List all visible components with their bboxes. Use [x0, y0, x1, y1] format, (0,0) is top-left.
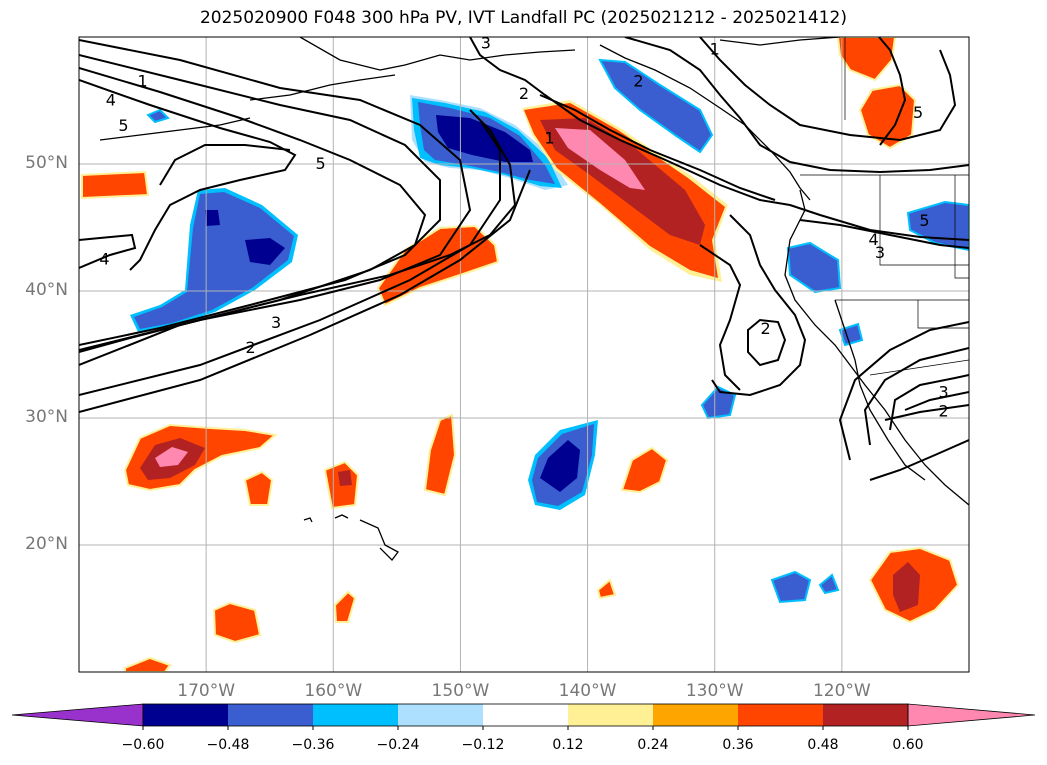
anomaly-interior-negative [906, 200, 969, 252]
contour-label: 4 [106, 91, 116, 110]
colorbar-bin [823, 704, 908, 726]
contour-label: 1 [137, 71, 147, 90]
colorbar-tick-label: 0.24 [637, 737, 669, 753]
colorbar-tick-label: 0.12 [552, 737, 584, 753]
anomaly-small-negative [146, 108, 170, 124]
borders [800, 37, 969, 376]
colorbar-bin [568, 704, 653, 726]
contour-label: 2 [246, 338, 256, 357]
anomaly-positive-a [243, 470, 274, 506]
anomaly-canada-positive-a [836, 37, 897, 82]
contour-label: 5 [118, 116, 128, 135]
anomaly-dateline-positive [123, 423, 278, 492]
anomaly-positive-f [333, 590, 357, 623]
lat-label: 50°N [25, 153, 68, 173]
colorbar-over-arrow [907, 703, 1036, 727]
colorbar-bin [313, 704, 398, 726]
contour-label: 3 [481, 33, 491, 52]
contour-label: 1 [710, 40, 720, 59]
colorbar-bin [228, 704, 313, 726]
anomaly-west-pacific-negative [130, 188, 298, 332]
colorbar-tick-label: −0.36 [291, 737, 335, 753]
anomaly-positive-e [212, 601, 262, 644]
contour-label: 4 [99, 249, 109, 268]
colorbar-tick-label: −0.24 [376, 737, 420, 753]
lon-label: 120°W [812, 681, 871, 701]
anomaly-subtropical-negative [528, 420, 598, 510]
contour-label: 5 [919, 211, 929, 230]
colorbar-tick-label: 0.60 [892, 737, 924, 753]
contour-label: 1 [544, 129, 554, 148]
lat-label: 20°N [25, 534, 68, 554]
anomaly-california-negative [786, 241, 842, 294]
coastlines [99, 37, 969, 561]
anomaly-alaska-panhandle-negative [598, 58, 714, 154]
contour-label: 3 [271, 313, 281, 332]
colorbar-frame [142, 703, 909, 727]
colorbar-bin [738, 704, 823, 726]
colorbar-bin [653, 704, 738, 726]
contour-label: 5 [913, 103, 923, 122]
lon-label: 150°W [431, 681, 490, 701]
colorbar [11, 703, 1036, 730]
anomaly-baja-negative [838, 322, 864, 347]
lat-label: 40°N [25, 280, 68, 300]
anomaly-central-pacific-positive [376, 224, 500, 307]
colorbar-tick-label: −0.48 [206, 737, 250, 753]
anomaly-south-negative-b [818, 573, 840, 595]
colorbar-tick-label: 0.48 [807, 737, 839, 753]
contour-label: 2 [938, 402, 948, 421]
colorbar-tick-label: −0.12 [461, 737, 505, 753]
contour-label: 2 [519, 84, 529, 103]
lon-label: 160°W [304, 681, 363, 701]
colorbar-tick-label: 0.36 [722, 737, 754, 753]
map-title: 2025020900 F048 300 hPa PV, IVT Landfall… [199, 8, 847, 28]
lon-label: 130°W [685, 681, 744, 701]
map-frame [78, 36, 970, 673]
colorbar-bin [398, 704, 483, 726]
contour-label: 2 [633, 71, 643, 90]
colorbar-bin [483, 704, 568, 726]
anomaly-positive-h [596, 578, 617, 600]
colorbar-tick-label: −0.60 [121, 737, 165, 753]
anomaly-positive-d [620, 446, 669, 494]
contour-label: 5 [315, 154, 325, 173]
contour-label: 3 [875, 243, 885, 262]
contours [79, 37, 969, 481]
anomaly-mexico-positive [868, 546, 960, 624]
colorbar-under-arrow [11, 703, 144, 727]
contour-label: 4 [869, 230, 879, 249]
contour-label: 3 [938, 383, 948, 402]
colorbar-bin [143, 704, 228, 726]
anomaly-positive-c [423, 413, 457, 497]
anomaly-positive-b-core [338, 470, 352, 486]
lon-label: 170°W [177, 681, 236, 701]
lat-label: 30°N [25, 407, 68, 427]
anomaly-pacific-northwest-positive [522, 100, 728, 282]
anomaly-south-negative-a [770, 570, 812, 604]
lon-label: 140°W [558, 681, 617, 701]
anomaly-positive-g [124, 656, 172, 672]
anomaly-dateline-north-positive [81, 170, 150, 200]
anomaly-offshore-negative [700, 385, 737, 420]
contour-label: 2 [760, 319, 770, 338]
